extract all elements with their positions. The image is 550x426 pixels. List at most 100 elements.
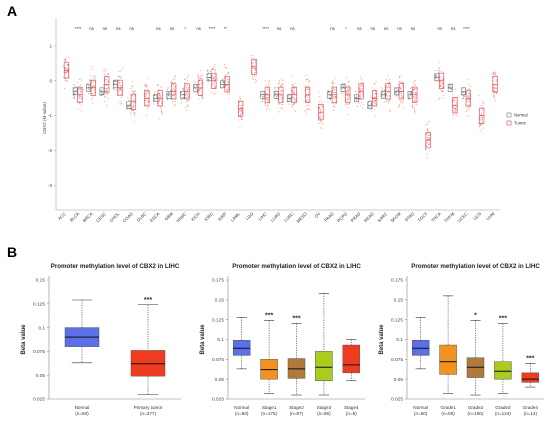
tumor-point [78,97,80,100]
tumor-point [146,104,148,106]
tumor-point [319,100,321,102]
y-tick-label: 1 [49,43,52,48]
tumor-point [306,113,308,115]
tumor-point [90,66,92,68]
tumor-point [119,81,121,83]
y-tick-label: 0.125 [391,317,403,323]
tumor-point [480,124,482,127]
tumor-point [134,95,136,97]
tumor-point [429,120,431,122]
tumor-point [362,104,364,106]
x-tick-label: CESC [95,211,107,223]
tumor-point [64,80,66,82]
tumor-point [267,99,269,101]
tumor-point [187,80,189,82]
tumor-point [362,88,364,90]
tumor-point [401,89,403,92]
tumor-point [456,113,458,115]
tumor-point [133,98,136,100]
tumor-point [105,69,107,71]
tumor-point [442,79,444,81]
tumor-point [293,87,296,89]
tumor-point [279,107,281,109]
normal-point [126,106,128,108]
group-label: Grade4 [523,405,539,410]
tumor-point [120,92,122,94]
tumor-point [145,93,147,95]
tumor-point [332,102,334,104]
tumor-point [402,100,404,102]
normal-point [408,96,411,98]
normal-point [369,100,371,102]
tumor-point [131,99,133,101]
tumor-point [255,79,257,81]
tumor-point [64,68,66,70]
tumor-point [107,93,109,95]
tumor-point [173,84,175,86]
tumor-point [212,69,214,71]
tumor-point [251,57,254,59]
normal-point [88,86,90,88]
tumor-point [479,120,481,122]
tumor-point [318,106,320,109]
normal-point [116,89,118,91]
tumor-point [414,97,416,99]
normal-point [128,107,130,109]
tumor-point [268,99,270,101]
normal-point [210,71,212,73]
tumor-point [107,73,109,75]
tumor-point [79,88,81,90]
tumor-point [348,102,350,105]
tumor-point [441,78,443,80]
y-tick-label: 0.05 [394,377,404,383]
tumor-point [371,87,373,89]
tumor-point [67,68,69,70]
tumor-point [414,84,416,86]
normal-point [356,96,358,98]
tumor-point [130,87,132,90]
tumor-point [133,113,135,115]
tumor-point [308,92,310,94]
group-label: Normal [234,405,249,410]
tumor-point [454,110,456,112]
tumor-point [412,104,414,106]
tumor-point [318,101,320,103]
tumor-point [120,93,122,96]
tumor-point [118,85,120,87]
y-tick-label: -1 [48,113,52,118]
tumor-point [333,106,335,108]
tumor-point [359,94,361,96]
tumor-point [426,121,428,123]
tumor-point [253,67,255,69]
significance-label: ns [384,26,389,31]
tumor-point [308,109,310,111]
tumor-point [214,86,216,88]
normal-point [128,99,130,102]
tumor-point [413,89,415,91]
tumor-point [119,100,121,102]
tumor-point [294,98,296,100]
tumor-point [241,106,243,108]
y-tick-label: 0 [49,78,52,83]
tumor-point [374,101,376,103]
tumor-point [291,75,293,77]
tumor-point [440,85,442,87]
tumor-point [481,109,483,111]
tumor-point [213,93,216,95]
normal-point [355,91,357,93]
normal-point [383,92,386,95]
tumor-point [361,101,363,103]
tumor-point [201,75,203,78]
tumor-point [121,67,123,69]
tumor-point [345,103,347,105]
normal-point [274,87,276,89]
normal-point [180,102,182,104]
tumor-point [145,114,147,116]
y-tick-label: -2 [48,148,52,153]
tumor-point [467,109,469,111]
tumor-point [214,81,216,84]
tumor-point [119,75,121,77]
tumor-point [255,74,257,76]
tumor-point [442,98,445,100]
tumor-point [241,113,243,115]
